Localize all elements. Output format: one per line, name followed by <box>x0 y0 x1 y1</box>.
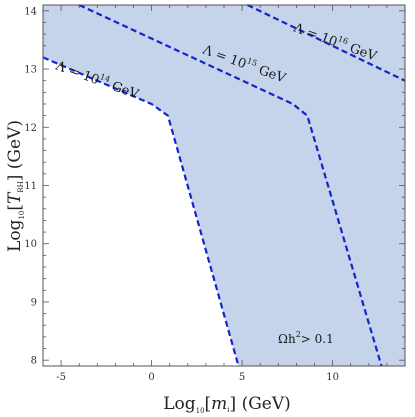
y-tick-label-5: 13 <box>24 65 37 76</box>
region-label-rest: > 0.1 <box>301 332 334 346</box>
curve-label-lambda-14-exp: 14 <box>99 72 112 84</box>
region-label-exp: 2 <box>296 330 301 339</box>
y-tick-label-1: 9 <box>31 297 37 308</box>
x-tick-label-2: 5 <box>239 372 245 383</box>
curve-label-lambda-16-exp: 16 <box>337 34 350 46</box>
x-tick-label-0: -5 <box>56 372 66 383</box>
curve-line-2 <box>247 4 406 82</box>
y-tick-label-6: 14 <box>24 6 37 17</box>
region-label: Ωh2> 0.1 <box>278 330 334 346</box>
region-label-main: Ωh <box>278 332 296 346</box>
y-axis-label: Log10[TRH] (GeV) <box>5 120 26 252</box>
y-tick-label-3: 11 <box>24 181 37 192</box>
x-axis-label: Log10[mi] (GeV) <box>163 394 291 415</box>
plot-area: -5 0 5 10 8 9 10 11 12 13 14 <box>24 4 406 383</box>
curve-line-1 <box>78 4 383 367</box>
x-tick-label-1: 0 <box>148 372 154 383</box>
curve-label-lambda-15-exp: 15 <box>246 56 259 68</box>
y-tick-label-2: 10 <box>24 239 37 250</box>
x-tick-label-3: 10 <box>326 372 339 383</box>
y-tick-label-0: 8 <box>31 356 37 367</box>
y-tick-label-4: 12 <box>24 123 37 134</box>
curve-line-0 <box>42 56 240 367</box>
